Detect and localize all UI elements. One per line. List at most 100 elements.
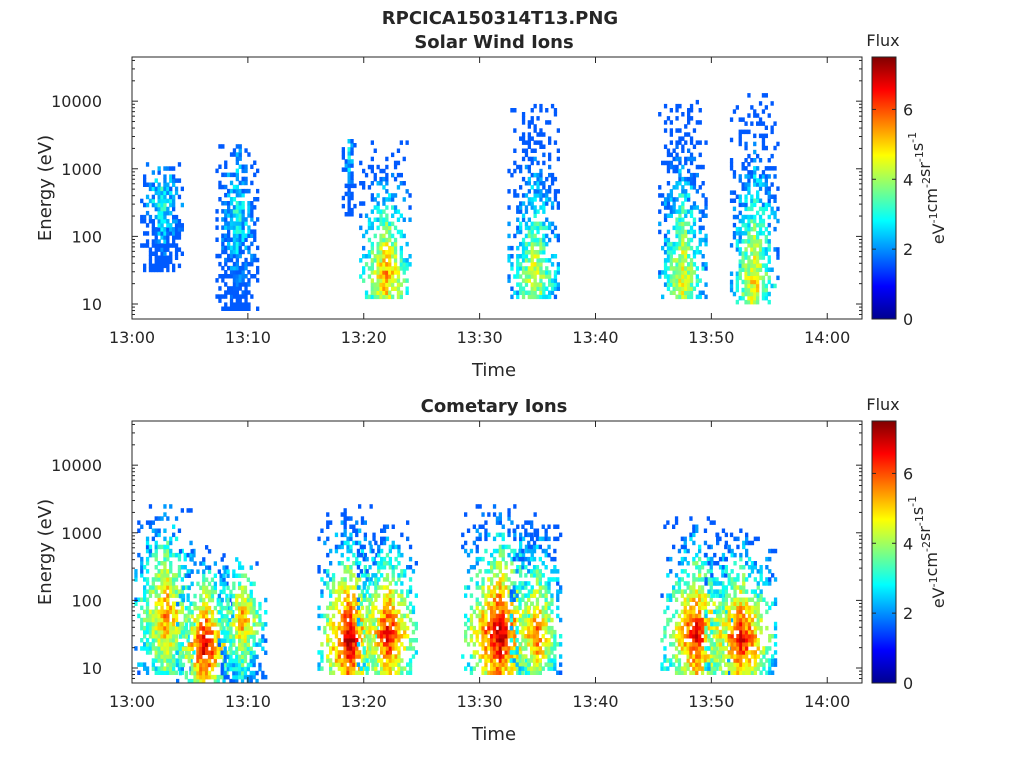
heatmap-cell bbox=[349, 634, 352, 639]
heatmap-cell bbox=[172, 618, 175, 623]
heatmap-cell bbox=[255, 642, 258, 647]
heatmap-cell bbox=[531, 238, 534, 243]
heatmap-cell bbox=[533, 614, 536, 619]
heatmap-cell bbox=[710, 565, 713, 570]
heatmap-cell bbox=[391, 214, 394, 219]
heatmap-cell bbox=[464, 593, 467, 598]
heatmap-cell bbox=[335, 589, 338, 594]
heatmap-cell bbox=[379, 258, 382, 263]
heatmap-cell bbox=[196, 647, 199, 652]
heatmap-cell bbox=[385, 189, 388, 194]
heatmap-cell bbox=[169, 256, 172, 261]
heatmap-cell bbox=[759, 251, 762, 256]
heatmap-cell bbox=[704, 630, 707, 635]
heatmap-cell bbox=[470, 565, 473, 570]
heatmap-cell bbox=[149, 618, 152, 623]
heatmap-cell bbox=[232, 574, 235, 579]
heatmap-cell bbox=[493, 650, 496, 655]
heatmap-cell bbox=[224, 647, 227, 652]
heatmap-cell bbox=[675, 598, 678, 603]
heatmap-cell bbox=[388, 291, 391, 296]
heatmap-cell bbox=[493, 504, 496, 509]
heatmap-cell bbox=[545, 602, 548, 607]
heatmap-cell bbox=[181, 626, 184, 631]
heatmap-cell bbox=[744, 207, 747, 212]
heatmap-cell bbox=[214, 561, 217, 566]
heatmap-cell bbox=[713, 646, 716, 651]
heatmap-cell bbox=[172, 666, 175, 671]
heatmap-cell bbox=[400, 266, 403, 271]
heatmap-cell bbox=[189, 602, 192, 607]
heatmap-cell bbox=[253, 274, 256, 279]
heatmap-cell bbox=[155, 610, 158, 615]
heatmap-cell bbox=[247, 225, 250, 230]
heatmap-cell bbox=[753, 280, 756, 285]
heatmap-cell bbox=[684, 258, 687, 263]
heatmap-cell bbox=[230, 246, 233, 251]
heatmap-cell bbox=[684, 618, 687, 623]
heatmap-cells bbox=[134, 504, 777, 683]
heatmap-cell bbox=[530, 589, 533, 594]
heatmap-cell bbox=[690, 153, 693, 158]
heatmap-cell bbox=[258, 642, 261, 647]
heatmap-cell bbox=[493, 585, 496, 590]
heatmap-cell bbox=[227, 213, 230, 218]
heatmap-cell bbox=[244, 246, 247, 251]
heatmap-cell bbox=[678, 173, 681, 178]
heatmap-cell bbox=[199, 663, 202, 668]
heatmap-cell bbox=[169, 178, 172, 183]
heatmap-cell bbox=[522, 258, 525, 263]
heatmap-cell bbox=[385, 197, 388, 202]
heatmap-cell bbox=[345, 167, 348, 172]
heatmap-cell bbox=[481, 614, 484, 619]
heatmap-cell bbox=[716, 630, 719, 635]
heatmap-cell bbox=[394, 266, 397, 271]
heatmap-cell bbox=[244, 602, 247, 607]
heatmap-cell bbox=[169, 610, 172, 615]
heatmap-cell bbox=[377, 181, 380, 186]
heatmap-cell bbox=[684, 662, 687, 667]
heatmap-cell bbox=[750, 219, 753, 224]
heatmap-cell bbox=[713, 666, 716, 671]
heatmap-cell bbox=[759, 207, 762, 212]
heatmap-cell bbox=[664, 145, 667, 150]
heatmap-cell bbox=[222, 642, 225, 647]
heatmap-cell bbox=[521, 561, 524, 566]
heatmap-cell bbox=[244, 642, 247, 647]
heatmap-cell bbox=[409, 577, 412, 582]
heatmap-cell bbox=[403, 270, 406, 275]
heatmap-cell bbox=[678, 614, 681, 619]
heatmap-cell bbox=[539, 145, 542, 150]
heatmap-cell bbox=[185, 651, 188, 656]
heatmap-cell bbox=[695, 561, 698, 566]
heatmap-cell bbox=[400, 581, 403, 586]
heatmap-cell bbox=[408, 218, 411, 223]
heatmap-cell bbox=[551, 278, 554, 283]
heatmap-cell bbox=[670, 193, 673, 198]
heatmap-cell bbox=[687, 193, 690, 198]
heatmap-cell bbox=[392, 577, 395, 582]
heatmap-cell bbox=[479, 630, 482, 635]
heatmap-cell bbox=[756, 195, 759, 200]
heatmap-cell bbox=[385, 287, 388, 292]
heatmap-cell bbox=[557, 157, 560, 162]
heatmap-cell bbox=[739, 195, 742, 200]
heatmap-cell bbox=[534, 282, 537, 287]
heatmap-cell bbox=[675, 128, 678, 133]
heatmap-cell bbox=[394, 270, 397, 275]
heatmap-cell bbox=[522, 201, 525, 206]
heatmap-cell bbox=[675, 295, 678, 300]
heatmap-cell bbox=[350, 159, 353, 164]
heatmap-cell bbox=[678, 136, 681, 141]
heatmap-cell bbox=[753, 166, 756, 171]
heatmap-cell bbox=[505, 565, 508, 570]
heatmap-cell bbox=[545, 618, 548, 623]
heatmap-cell bbox=[484, 537, 487, 542]
heatmap-cell bbox=[382, 238, 385, 243]
heatmap-cell bbox=[238, 630, 241, 635]
heatmap-cell bbox=[363, 646, 366, 651]
heatmap-cell bbox=[346, 654, 349, 659]
heatmap-cell bbox=[397, 658, 400, 663]
heatmap-cell bbox=[166, 622, 169, 627]
heatmap-cell bbox=[383, 650, 386, 655]
